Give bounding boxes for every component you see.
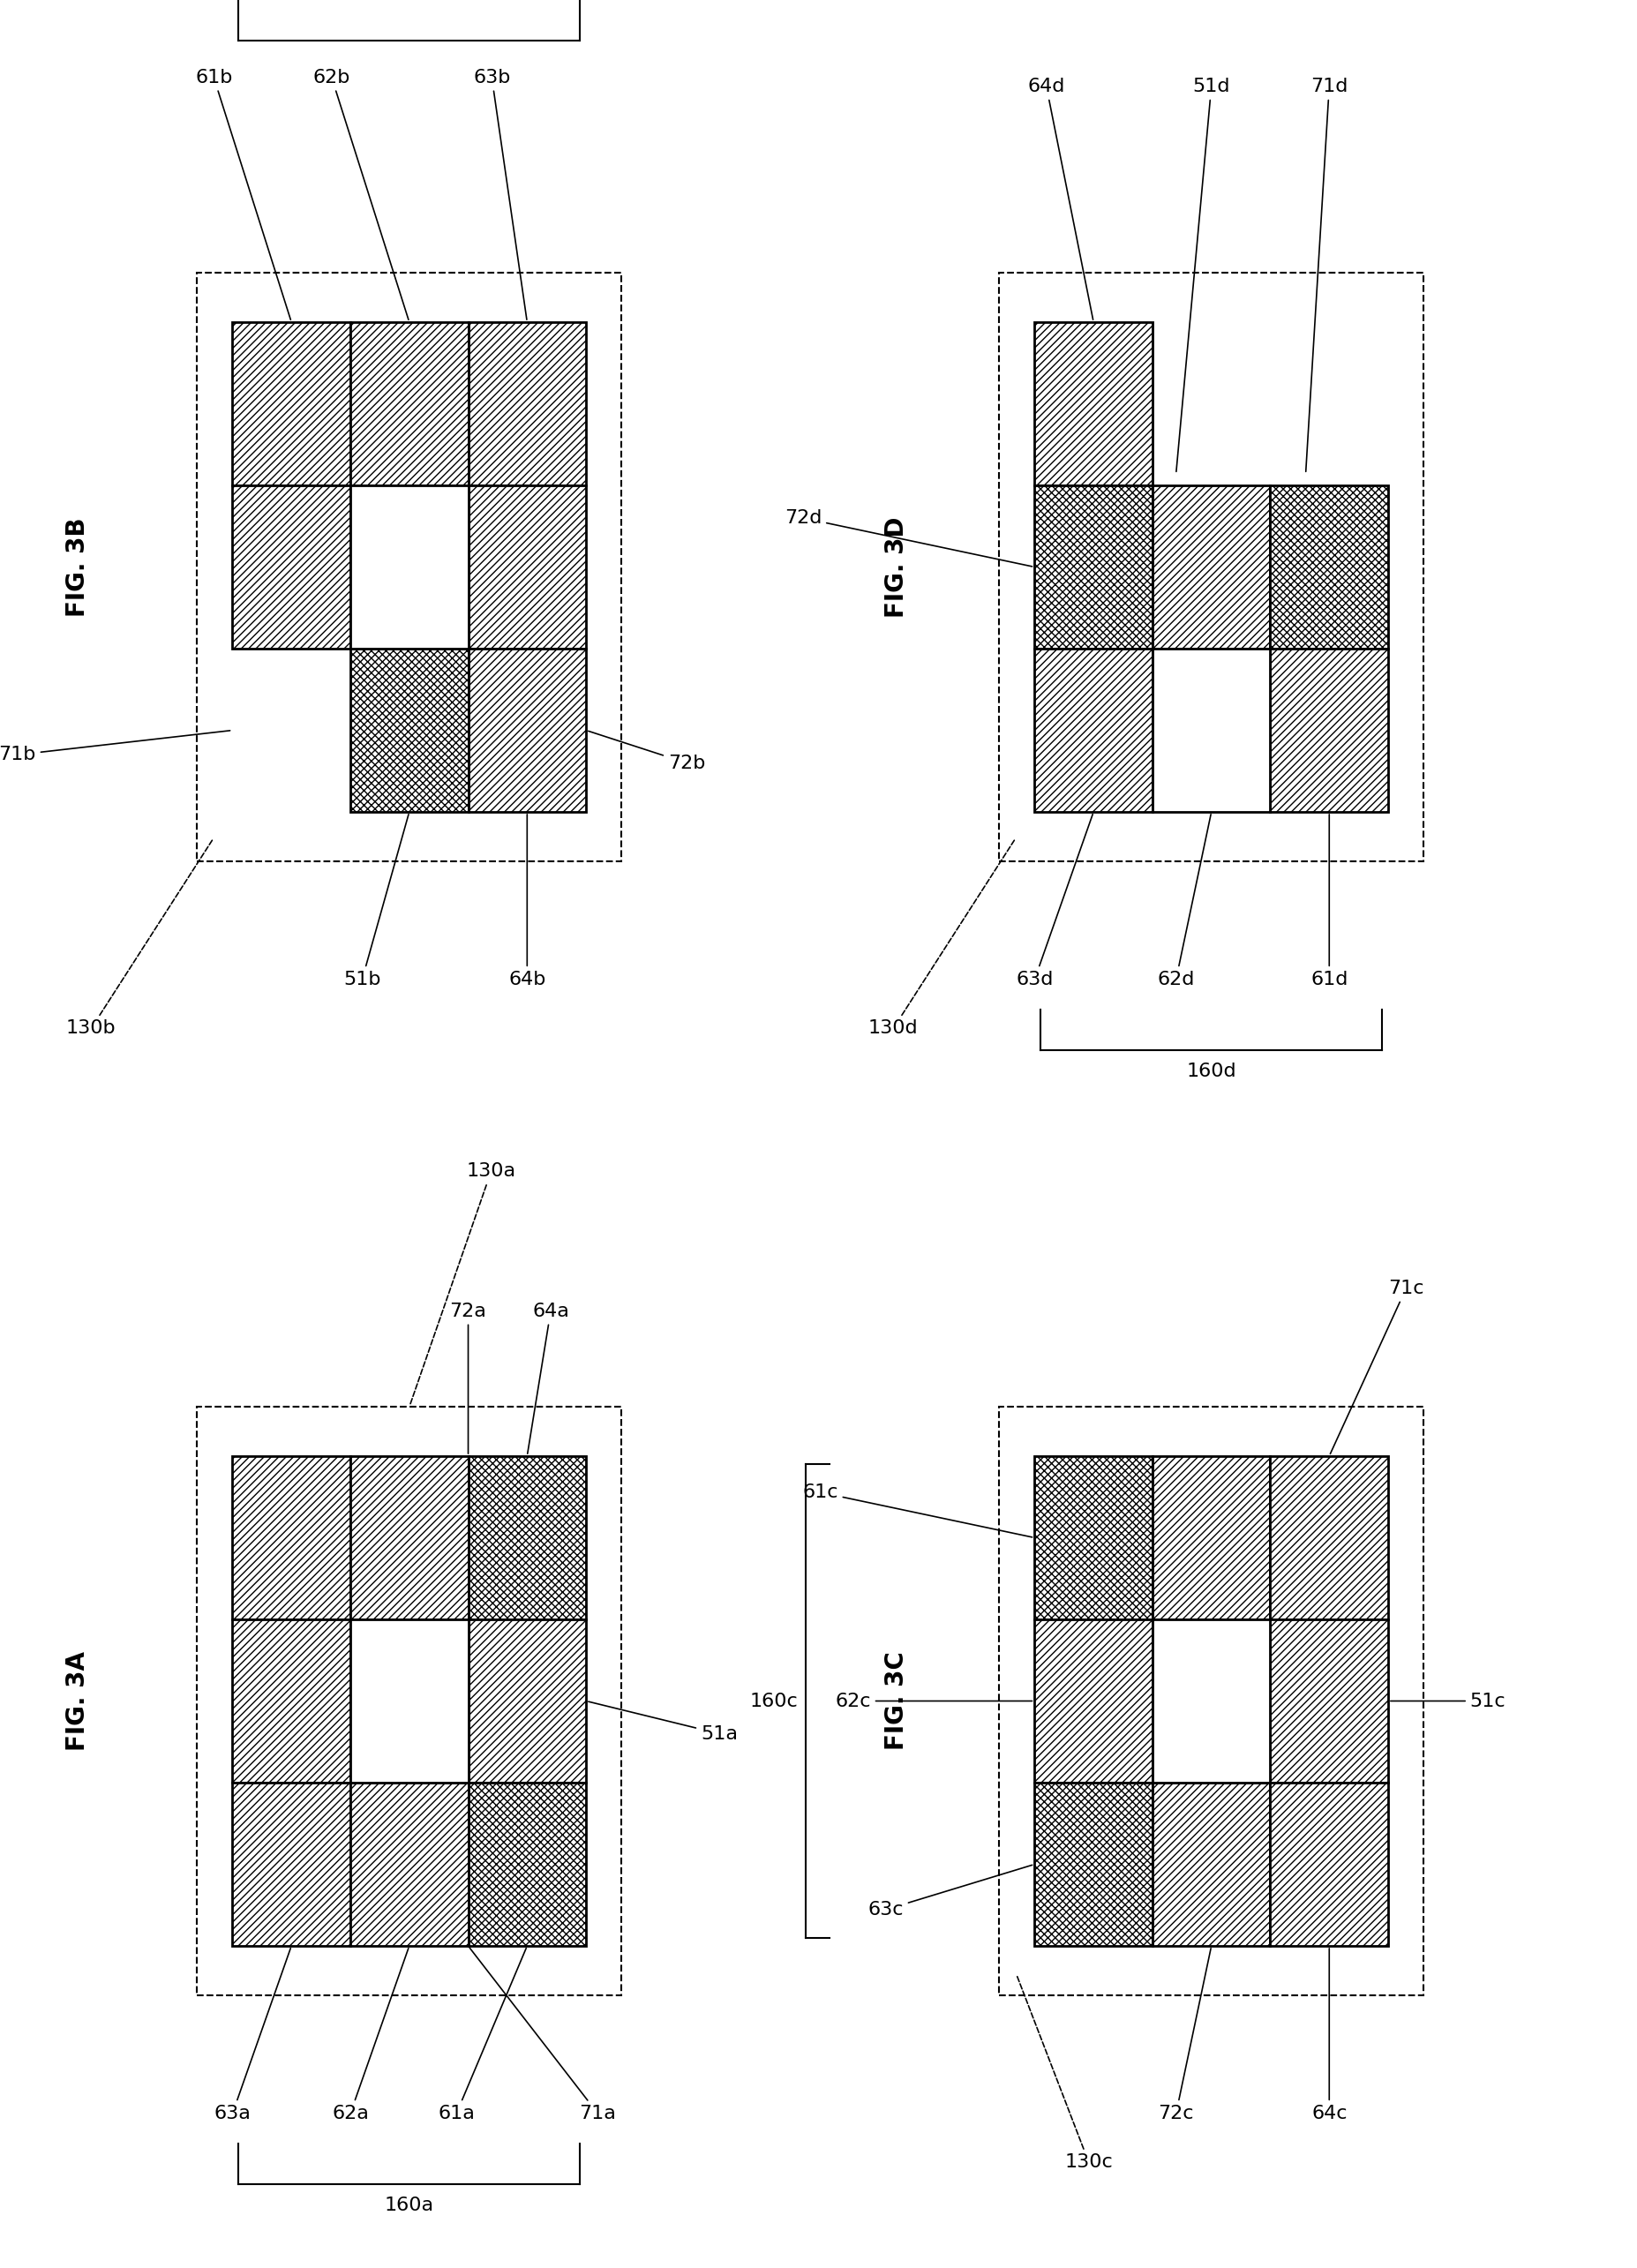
Bar [196,1406,622,1996]
Text: 71b: 71b [0,730,231,764]
Bar [232,1783,350,1946]
Text: 130d: 130d [868,841,1015,1036]
Text: 62a: 62a [332,1948,409,2123]
Bar [1270,1783,1388,1946]
Text: 63c: 63c [868,1864,1033,1919]
Text: 61a: 61a [439,1948,525,2123]
Text: 72c: 72c [1157,1948,1211,2123]
Bar [350,1619,468,1783]
Bar [999,272,1424,862]
Bar [232,1619,350,1783]
Text: 72b: 72b [588,730,706,771]
Bar [1035,322,1152,485]
Text: 51b: 51b [344,814,409,989]
Bar [1152,1456,1270,1619]
Bar [1035,1456,1152,1619]
Text: 71d: 71d [1306,77,1347,472]
Text: 64a: 64a [527,1302,570,1454]
Bar [1152,649,1270,812]
Bar [468,1783,586,1946]
Bar [1035,649,1152,812]
Text: 64c: 64c [1311,1948,1347,2123]
Text: 62d: 62d [1157,814,1211,989]
Text: 72d: 72d [784,510,1033,567]
Text: 72a: 72a [450,1302,486,1454]
Bar [1270,1619,1388,1783]
Bar [350,322,468,485]
Text: 61d: 61d [1311,814,1347,989]
Bar [468,1619,586,1783]
Bar [1270,1456,1388,1619]
Text: 64b: 64b [509,814,545,989]
Bar [1035,1619,1152,1783]
Text: FIG. 3D: FIG. 3D [884,517,909,617]
Bar [1270,649,1388,812]
Text: 160d: 160d [1187,1061,1236,1080]
Text: 61b: 61b [195,68,291,320]
Bar [1035,485,1152,649]
Text: 130b: 130b [65,841,213,1036]
Text: 61c: 61c [802,1483,1033,1538]
Text: FIG. 3C: FIG. 3C [884,1651,909,1751]
Text: 51d: 51d [1177,77,1229,472]
Bar [468,1456,586,1619]
Bar [468,649,586,812]
Bar [999,1406,1424,1996]
Bar [1035,1783,1152,1946]
Bar [232,322,350,485]
Text: 64d: 64d [1028,77,1094,320]
Text: 62b: 62b [313,68,409,320]
Bar [1152,1783,1270,1946]
Text: 51a: 51a [588,1701,738,1742]
Text: 63a: 63a [214,1948,291,2123]
Bar [350,1783,468,1946]
Text: 130a: 130a [409,1163,516,1404]
Text: 63b: 63b [473,68,527,320]
Bar [350,1456,468,1619]
Text: 51c: 51c [1390,1692,1506,1710]
Bar [196,272,622,862]
Text: 160c: 160c [750,1692,799,1710]
Text: 63d: 63d [1017,814,1094,989]
Text: 71c: 71c [1331,1279,1424,1454]
Bar [1152,1619,1270,1783]
Text: 130c: 130c [1017,1975,1113,2170]
Bar [1152,485,1270,649]
Bar [1270,485,1388,649]
Text: 62c: 62c [835,1692,1033,1710]
Bar [468,485,586,649]
Text: 71a: 71a [470,1948,616,2123]
Bar [350,649,468,812]
Text: FIG. 3B: FIG. 3B [65,517,90,617]
Text: FIG. 3A: FIG. 3A [65,1651,90,1751]
Bar [232,485,350,649]
Bar [350,485,468,649]
Bar [232,1456,350,1619]
Bar [468,322,586,485]
Text: 160a: 160a [385,2195,434,2214]
